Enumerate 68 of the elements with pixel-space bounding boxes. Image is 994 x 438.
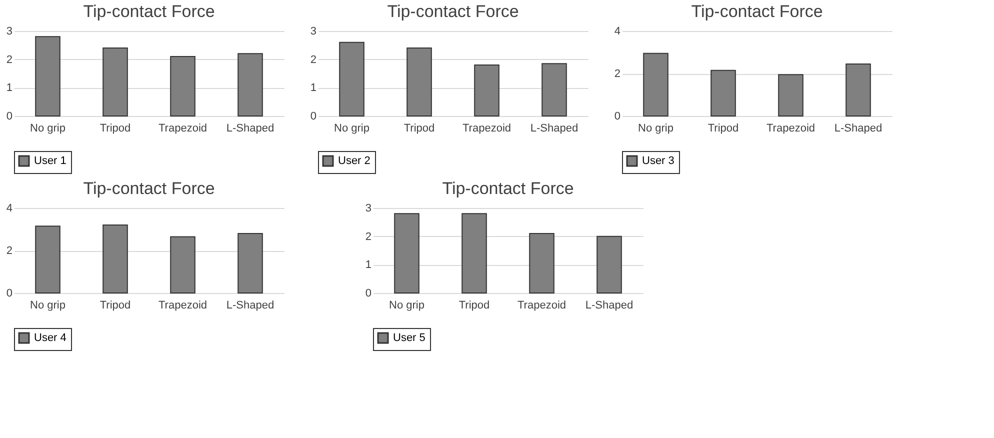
bar bbox=[710, 70, 736, 116]
x-tick-label: No grip bbox=[30, 122, 66, 134]
bar bbox=[394, 213, 420, 294]
bar bbox=[778, 74, 804, 116]
bar bbox=[596, 236, 622, 294]
bar bbox=[238, 233, 263, 294]
y-tick-label: 0 bbox=[614, 110, 620, 122]
y-tick-label: 2 bbox=[6, 245, 12, 257]
bar bbox=[529, 233, 554, 294]
x-tick-label: L-Shaped bbox=[834, 122, 882, 134]
bar bbox=[406, 48, 432, 116]
bar bbox=[846, 63, 871, 116]
bar bbox=[170, 56, 196, 116]
bar bbox=[35, 36, 60, 116]
bar bbox=[102, 48, 128, 116]
x-tick-label: No grip bbox=[30, 300, 66, 312]
y-tick-label: 4 bbox=[614, 26, 620, 38]
y-tick-label: 0 bbox=[310, 110, 316, 122]
bar bbox=[170, 236, 196, 294]
x-tick-label: Trapezoid bbox=[158, 300, 208, 312]
x-tick-label: Trapezoid bbox=[517, 300, 566, 312]
y-tick-label: 3 bbox=[6, 26, 12, 38]
x-tick-label: L-Shaped bbox=[226, 300, 274, 312]
y-tick-label: 3 bbox=[310, 26, 316, 38]
y-tick-label: 3 bbox=[365, 202, 372, 214]
x-tick-label: Trapezoid bbox=[766, 122, 816, 134]
bar bbox=[238, 53, 263, 116]
y-tick-label: 2 bbox=[614, 68, 620, 80]
y-tick-label: 2 bbox=[310, 54, 316, 66]
x-tick-label: Trapezoid bbox=[158, 122, 208, 134]
legend-label: User 1 bbox=[34, 155, 66, 167]
chart-title: Tip-contact Force bbox=[691, 2, 823, 21]
legend-label: User 4 bbox=[34, 332, 66, 344]
chart-title: Tip-contact Force bbox=[442, 179, 574, 198]
bar bbox=[462, 213, 487, 294]
legend-label: User 3 bbox=[642, 155, 674, 167]
chart-title: Tip-contact Force bbox=[387, 2, 519, 21]
x-tick-label: Tripod bbox=[100, 122, 131, 134]
x-tick-label: L-Shaped bbox=[226, 122, 274, 134]
x-tick-label: No grip bbox=[389, 300, 424, 312]
y-tick-label: 4 bbox=[6, 202, 12, 214]
x-tick-label: No grip bbox=[334, 122, 370, 134]
bar bbox=[474, 64, 500, 116]
bar bbox=[35, 226, 60, 294]
x-tick-label: L-Shaped bbox=[530, 122, 578, 134]
x-tick-label: Tripod bbox=[458, 300, 490, 312]
legend-label: User 2 bbox=[338, 155, 370, 167]
x-tick-label: Tripod bbox=[100, 300, 131, 312]
legend-label: User 5 bbox=[393, 332, 426, 344]
y-tick-label: 1 bbox=[365, 259, 372, 272]
y-tick-label: 1 bbox=[6, 82, 12, 94]
bar bbox=[102, 224, 128, 294]
y-tick-label: 0 bbox=[6, 110, 12, 122]
y-tick-label: 2 bbox=[365, 230, 372, 243]
x-tick-label: Tripod bbox=[404, 122, 435, 134]
x-tick-label: Tripod bbox=[708, 122, 739, 134]
x-tick-label: L-Shaped bbox=[585, 300, 634, 312]
y-tick-label: 1 bbox=[310, 82, 316, 94]
chart-title: Tip-contact Force bbox=[83, 2, 215, 21]
y-tick-label: 2 bbox=[6, 54, 12, 66]
bar bbox=[542, 63, 567, 116]
x-tick-label: No grip bbox=[638, 122, 674, 134]
x-tick-label: Trapezoid bbox=[462, 122, 512, 134]
y-tick-label: 0 bbox=[365, 288, 372, 300]
chart-title: Tip-contact Force bbox=[83, 179, 215, 198]
bar bbox=[339, 42, 364, 116]
y-tick-label: 0 bbox=[6, 288, 12, 300]
bar bbox=[643, 52, 668, 116]
